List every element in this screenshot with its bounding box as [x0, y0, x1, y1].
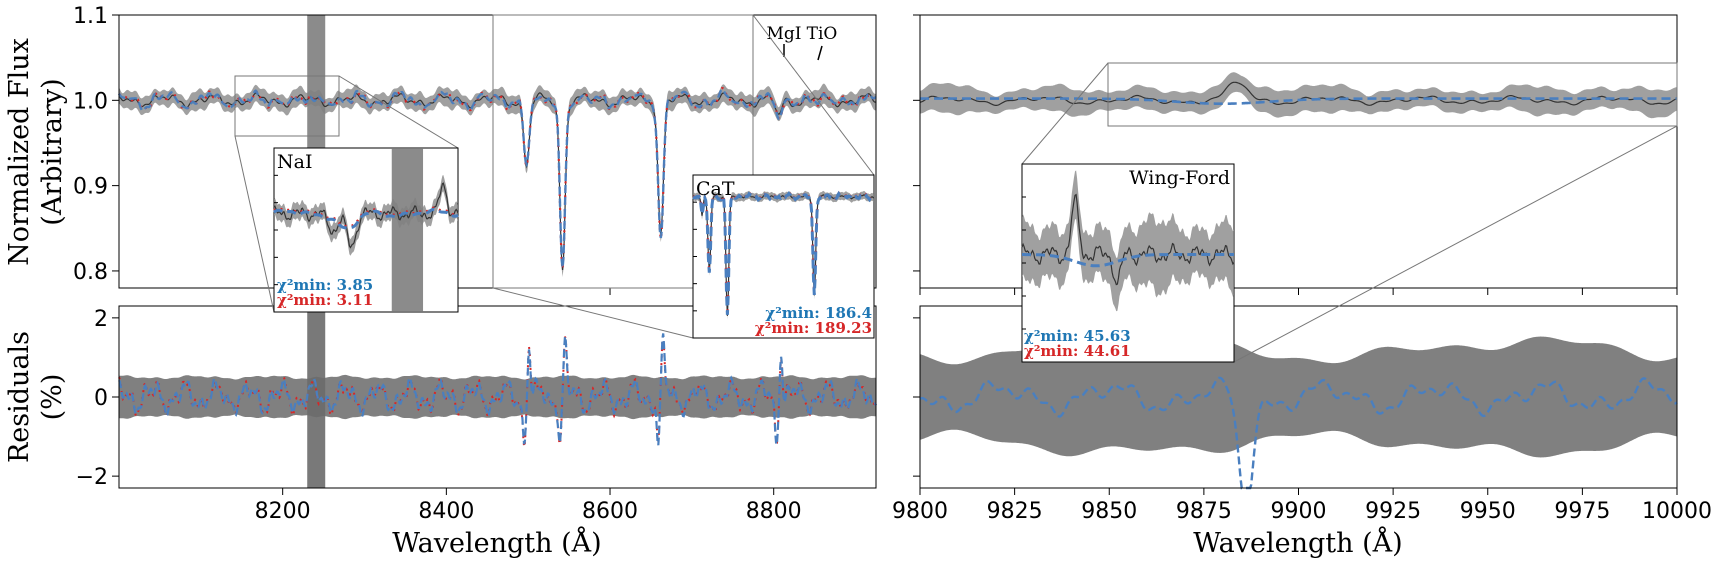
- xtick-label-left: 8400: [418, 499, 474, 524]
- xtick-label-right: 9850: [1081, 499, 1137, 524]
- connector-cat-1: [492, 287, 694, 339]
- inset-title: NaI: [277, 151, 312, 173]
- connector-cat-2: [752, 14, 875, 176]
- axis-ticks: 0.8 0.9 1.0 1.1 −2 0 2 8200 8400 8600 8800 9800 9825…: [73, 4, 1712, 524]
- xtick-label-left: 8600: [582, 499, 638, 524]
- xtick-label-right: 9900: [1271, 499, 1327, 524]
- model-red-line: [118, 86, 877, 270]
- panel-left-bottom: [118, 306, 877, 488]
- inset-chi-red: χ²min: 189.23: [755, 319, 872, 337]
- inset-chi-red: χ²min: 44.61: [1024, 342, 1131, 360]
- residual-blue-line: [118, 333, 877, 449]
- inset-masked-region: [391, 148, 424, 312]
- residual-blue-line: [919, 376, 1678, 490]
- inset-blue-line: [273, 207, 459, 230]
- xtick-label-right: 9875: [1176, 499, 1232, 524]
- ylabel-bottom-line1: Residuals: [4, 331, 35, 463]
- zoom-box-wingford: [1107, 62, 1678, 127]
- zoom-box-cat: [492, 14, 754, 289]
- ylabel-top-line1: Normalized Flux: [4, 38, 35, 266]
- residual-red-line: [118, 335, 877, 449]
- xtick-label-right: 9950: [1460, 499, 1516, 524]
- inset-title: CaT: [696, 178, 735, 200]
- ytick-label-left-top: 0.8: [73, 260, 108, 285]
- inset-data-line: [1021, 193, 1235, 286]
- model-blue-line: [117, 88, 877, 268]
- connector-wf-1: [1021, 62, 1109, 165]
- ytick-label-left-bottom: 2: [94, 307, 108, 332]
- ytick-label-left-top: 0.9: [73, 175, 108, 200]
- xlabel-right: Wavelength (Å): [1193, 526, 1402, 559]
- inset-frame: [273, 147, 459, 313]
- ytick-label-left-top: 1.1: [73, 4, 108, 29]
- inset-chi-blue: χ²min: 3.85: [277, 276, 373, 294]
- panel-right-bottom: [919, 336, 1678, 490]
- connector-nai-2: [338, 75, 459, 149]
- inset-chi-red: χ²min: 3.11: [277, 291, 373, 309]
- connector-wf-2: [1233, 125, 1678, 363]
- xtick-label-left: 8200: [255, 499, 311, 524]
- residual-band: [920, 336, 1677, 458]
- ytick-label-left-bottom: −2: [76, 465, 108, 490]
- annotation-tio-marker: [817, 45, 823, 61]
- panel-right-top: [919, 72, 1678, 119]
- ylabel-bottom-line2: (%): [37, 374, 68, 421]
- xtick-label-right: 9825: [987, 499, 1043, 524]
- zoom-indicators: [234, 14, 1678, 363]
- inset-chi-blue: χ²min: 186.4: [765, 304, 872, 322]
- inset-title: Wing-Ford: [1129, 167, 1230, 189]
- xtick-label-right: 9800: [892, 499, 948, 524]
- xlabel-left: Wavelength (Å): [392, 526, 601, 559]
- ylabel-top-line2: (Arbitrary): [37, 78, 68, 225]
- connector-nai-1: [234, 135, 275, 313]
- inset-blue-line: [1022, 253, 1234, 268]
- xtick-label-right: 9975: [1554, 499, 1610, 524]
- zoom-box-nai: [234, 75, 340, 137]
- annotation-tio: TiO: [807, 24, 838, 44]
- model-blue-line: [920, 97, 1677, 105]
- xtick-label-right: 10000: [1642, 499, 1712, 524]
- inset-chi-blue: χ²min: 45.63: [1024, 327, 1131, 345]
- annotation-mgi: MgI: [766, 24, 801, 44]
- uncertainty-band: [920, 72, 1677, 119]
- ytick-label-left-top: 1.0: [73, 89, 108, 114]
- ytick-label-left-bottom: 0: [94, 386, 108, 411]
- xtick-label-right: 9925: [1365, 499, 1421, 524]
- xtick-label-left: 8800: [746, 499, 802, 524]
- inset-band: [1022, 170, 1234, 312]
